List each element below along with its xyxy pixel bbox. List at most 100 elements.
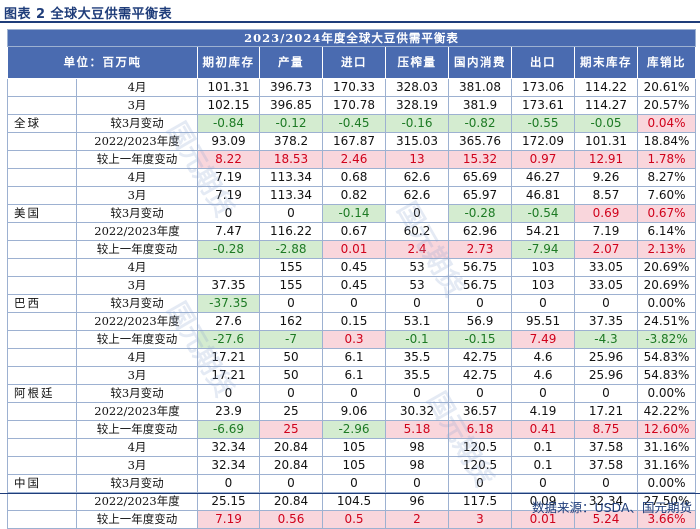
table-row: 较上一年度变动 -27.6 -7 0.3 -0.1 -0.15 7.49 -4.3 -3.82% [7,330,696,349]
value-cell: 0 [259,294,323,313]
table-row: 全球 较3月变动 -0.84 -0.12 -0.45 -0.16 -0.82 -0.55 -0.… [7,114,696,133]
value-cell: 0.00% [637,474,696,493]
value-cell: 365.76 [448,132,512,151]
value-cell: 104.5 [322,492,386,511]
table-row: 2022/2023年度 23.9 25 9.06 30.32 36.57 4.19 17.21… [7,402,696,421]
row-label: 4月 [127,350,147,364]
row-label-cell: 4月 [7,78,198,97]
row-label-cell: 4月 [7,348,198,367]
value-cell: 20.57% [637,96,696,115]
row-label: 较上一年度变动 [96,332,178,346]
value-cell: 24.51% [637,312,696,331]
row-label-cell: 较上一年度变动 [7,240,198,259]
value-cell: 170.78 [322,96,386,115]
value-cell: 2 [385,510,449,529]
value-cell: 35.5 [385,348,449,367]
row-label-cell: 3月 [7,186,198,205]
value-cell: 62.96 [448,222,512,241]
value-cell: 42.22% [637,402,696,421]
value-cell: -0.14 [322,204,386,223]
value-cell: -0.28 [197,240,260,259]
value-cell: 37.58 [574,438,638,457]
value-cell: 2.4 [385,240,449,259]
column-header: 单位：百万吨 [7,46,198,79]
value-cell: 50 [259,348,323,367]
value-cell: 114.22 [574,78,638,97]
value-cell: 113.34 [259,168,323,187]
value-cell: 53 [385,258,449,277]
table-row: 较上一年度变动 8.22 18.53 2.46 13 15.32 0.97 12.91 1.78… [7,150,696,169]
value-cell: 2.46 [322,150,386,169]
value-cell: 0 [259,384,323,403]
value-cell: 0.69 [574,204,638,223]
row-label-cell: 4月 [7,168,198,187]
table-row: 较上一年度变动 -6.69 25 -2.96 5.18 6.18 0.41 8.75 12.60… [7,420,696,439]
column-header: 期末库存 [574,46,638,79]
value-cell: 53.1 [385,312,449,331]
value-cell: 105 [322,456,386,475]
figure-caption: 图表 2 全球大豆供需平衡表 [4,7,173,22]
value-cell: 0 [574,294,638,313]
row-label: 3月 [127,188,147,202]
row-label: 3月 [127,98,147,112]
column-header: 期初库存 [197,46,260,79]
value-cell: 0 [385,474,449,493]
column-header: 出口 [511,46,575,79]
value-cell: 0 [511,294,575,313]
value-cell: -2.88 [259,240,323,259]
row-label: 3月 [127,368,147,382]
value-cell: 13 [385,150,449,169]
value-cell: 25.96 [574,366,638,385]
value-cell: 7.19 [574,222,638,241]
row-label-cell: 4月 [7,258,198,277]
value-cell: 37.58 [574,456,638,475]
row-label: 2022/2023年度 [94,314,180,328]
value-cell: 0.3 [322,330,386,349]
value-cell: 9.26 [574,168,638,187]
value-cell: 15.32 [448,150,512,169]
value-cell: 46.81 [511,186,575,205]
table-row: 3月 37.35 155 0.45 53 56.75 103 33.05 20.69% [7,276,696,295]
value-cell: 0.41 [511,420,575,439]
value-cell: 2.73 [448,240,512,259]
value-cell: 9.06 [322,402,386,421]
soybean-balance-table: 2023/2024年度全球大豆供需平衡表 单位：百万吨 期初库存 产量 进口 压榨量 国内… [7,29,696,529]
value-cell: 0 [197,474,260,493]
value-cell: 1.78% [637,150,696,169]
value-cell: 105 [322,438,386,457]
value-cell: 0.67% [637,204,696,223]
value-cell: 381.9 [448,96,512,115]
region-name: 全球 [14,116,41,130]
value-cell: 33.05 [574,258,638,277]
value-cell: 0.00% [637,294,696,313]
value-cell: 2.07 [574,240,638,259]
value-cell: 53 [385,276,449,295]
value-cell: 18.53 [259,150,323,169]
value-cell: 98 [385,456,449,475]
row-label-cell: 较上一年度变动 [7,150,198,169]
value-cell: 0 [197,204,260,223]
value-cell: -7 [259,330,323,349]
row-label-cell: 全球 较3月变动 [7,114,198,133]
column-header: 库销比 [637,46,696,79]
value-cell: 0.56 [259,510,323,529]
value-cell: -0.84 [197,114,260,133]
value-cell: 155 [259,276,323,295]
row-label: 较3月变动 [110,206,164,220]
value-cell: 381.08 [448,78,512,97]
value-cell: 30.32 [385,402,449,421]
value-cell: 32.34 [574,492,638,511]
value-cell: 20.69% [637,258,696,277]
value-cell: 315.03 [385,132,449,151]
value-cell: -6.69 [197,420,260,439]
row-label-cell: 2022/2023年度 [7,132,198,151]
row-label-cell: 2022/2023年度 [7,492,198,511]
value-cell: 396.73 [259,78,323,97]
table-row: 阿根廷 较3月变动 0 0 0 0 0 0 0 0.00% [7,384,696,403]
value-cell: 35.5 [385,366,449,385]
value-cell: 0.45 [322,276,386,295]
value-cell: 20.84 [259,456,323,475]
region-name: 美国 [14,206,41,220]
value-cell: 93.09 [197,132,260,151]
row-label: 4月 [127,80,147,94]
